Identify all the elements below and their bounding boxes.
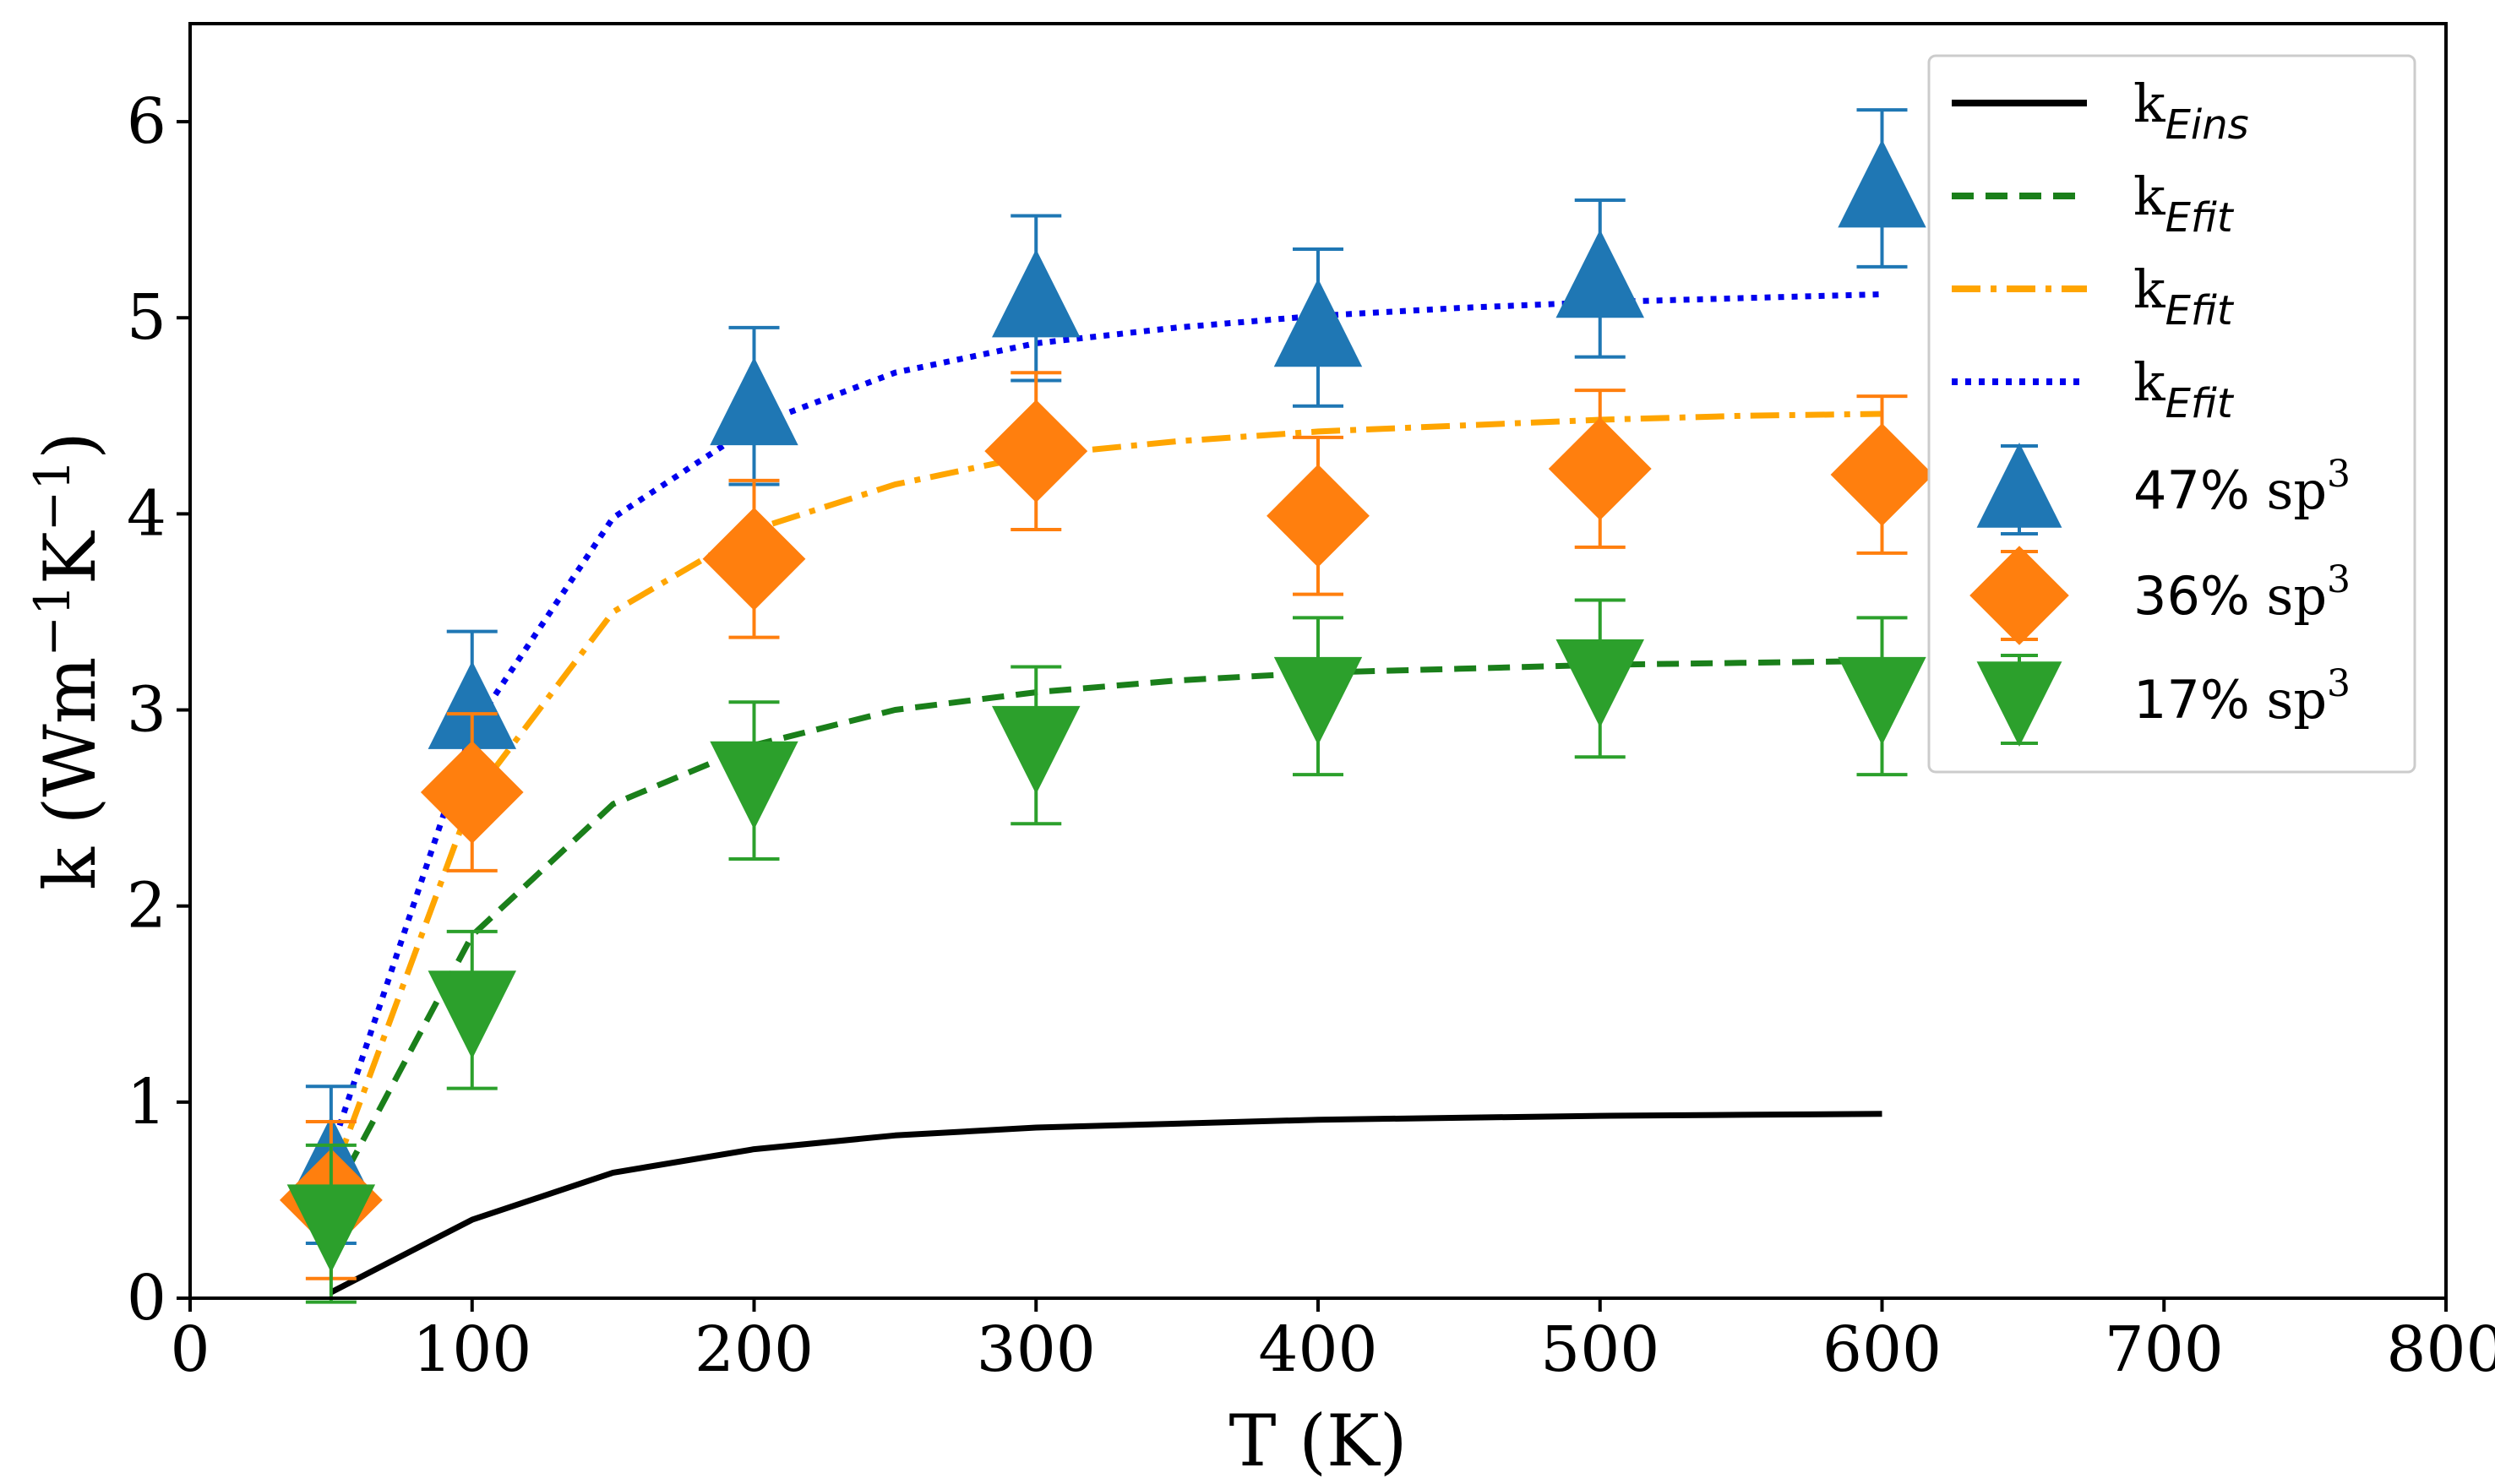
x-axis-label: T (K): [1228, 1400, 1407, 1482]
line-series-3: [328, 291, 1882, 1153]
x-tick-label: 500: [1540, 1313, 1659, 1386]
legend-series-label: 47% sp3: [2133, 453, 2351, 521]
data-point-triangle-down: [992, 705, 1081, 795]
y-tick-label: 1: [127, 1066, 166, 1139]
data-point-triangle-down: [428, 970, 516, 1059]
data-point-diamond: [702, 507, 806, 611]
line-series-0: [330, 1111, 1882, 1296]
line-series-2: [328, 410, 1882, 1182]
axis-ticks-layer: 0 100 200 300 400 500 600 700 800 0 1 2 3 4 5 6: [127, 85, 2495, 1386]
fit-lines-layer: [328, 291, 1882, 1296]
data-point-diamond: [1548, 417, 1652, 520]
data-point-triangle-down: [1555, 639, 1644, 728]
legend: kEins kEfit kEfit kEfit 47% sp3 36% sp3 17% sp…: [1927, 54, 2416, 774]
y-tick-label: 0: [127, 1262, 166, 1335]
data-point-triangle-down: [710, 741, 798, 830]
data-point-diamond: [1830, 423, 1934, 526]
y-tick-label: 2: [127, 870, 166, 943]
data-point-triangle-down: [1273, 656, 1363, 746]
data-point-triangle-up: [1555, 229, 1644, 318]
data-point-diamond: [984, 400, 1088, 503]
data-point-triangle-down: [1838, 656, 1926, 746]
y-axis-label-mid: K: [29, 530, 112, 584]
legend-marker-triangle-up: [1976, 443, 2062, 528]
legend-line-label: kEins: [2133, 73, 2249, 149]
x-tick-label: 300: [977, 1313, 1096, 1386]
y-axis-label-exp1: −1: [24, 584, 81, 657]
y-tick-label: 5: [127, 281, 166, 354]
y-tick-label: 4: [127, 477, 166, 550]
legend-line-label: kEfit: [2133, 166, 2235, 242]
legend-series-label: 17% sp3: [2133, 662, 2351, 731]
y-tick-label: 6: [127, 85, 166, 158]
data-markers-layer: [280, 108, 1934, 1304]
y-axis-label-exp2: −1: [24, 459, 81, 532]
y-axis-label-base: k (Wm: [29, 657, 112, 890]
data-point-triangle-up: [1838, 139, 1926, 228]
legend-marker-diamond: [1969, 546, 2069, 645]
legend-series-label: 36% sp3: [2133, 558, 2351, 627]
x-tick-label: 700: [2105, 1313, 2224, 1386]
x-tick-label: 0: [170, 1313, 210, 1386]
x-tick-label: 200: [695, 1313, 814, 1386]
data-point-triangle-up: [710, 356, 798, 446]
y-axis-label-close: ): [29, 432, 112, 459]
x-tick-label: 600: [1822, 1313, 1942, 1386]
data-point-triangle-up: [992, 249, 1081, 338]
legend-marker-triangle-down: [1976, 661, 2062, 747]
x-tick-label: 800: [2386, 1313, 2495, 1386]
data-point-triangle-up: [428, 660, 516, 749]
data-point-triangle-down: [286, 1184, 376, 1273]
data-point-diamond: [420, 741, 524, 844]
data-point-diamond: [1267, 464, 1370, 568]
y-tick-label: 3: [127, 674, 166, 747]
legend-line-label: kEfit: [2133, 258, 2235, 334]
legend-line-label: kEfit: [2133, 351, 2235, 427]
x-tick-label: 400: [1258, 1313, 1377, 1386]
data-point-triangle-up: [1273, 278, 1363, 367]
y-axis-label: k (Wm−1K−1): [24, 432, 112, 890]
x-tick-label: 100: [412, 1313, 531, 1386]
line-series-1: [328, 658, 1882, 1202]
